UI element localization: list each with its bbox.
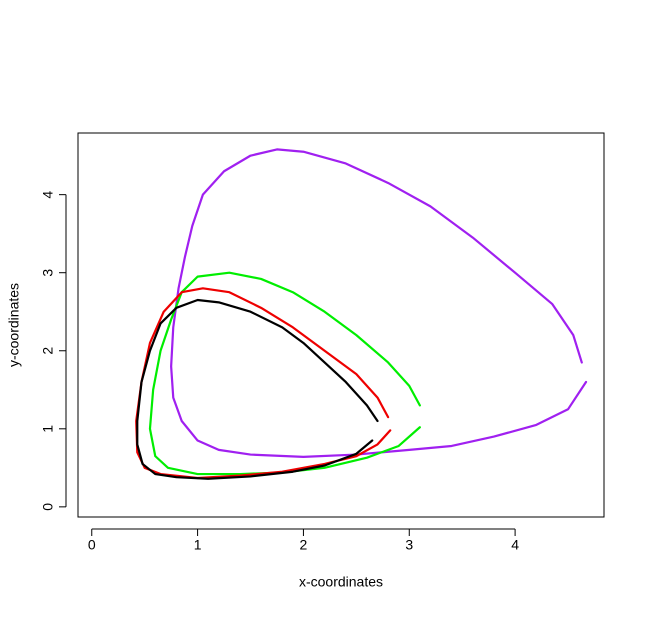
y-tick-label: 0 [40, 503, 56, 511]
y-tick-label: 1 [40, 425, 56, 433]
y-axis-label: y-coordinates [6, 283, 22, 367]
x-tick-label: 3 [405, 537, 413, 553]
x-tick-label: 2 [300, 537, 308, 553]
plot-frame [77, 132, 605, 518]
series-line [170, 148, 588, 459]
x-tick-label: 4 [511, 537, 519, 553]
y-tick-label: 3 [40, 269, 56, 277]
x-tick-label: 0 [88, 537, 96, 553]
x-tick-label: 1 [194, 537, 202, 553]
x-axis-label: x-coordinates [299, 574, 383, 590]
series-line [136, 298, 379, 480]
y-tick-label: 4 [40, 191, 56, 199]
y-tick-label: 2 [40, 347, 56, 355]
